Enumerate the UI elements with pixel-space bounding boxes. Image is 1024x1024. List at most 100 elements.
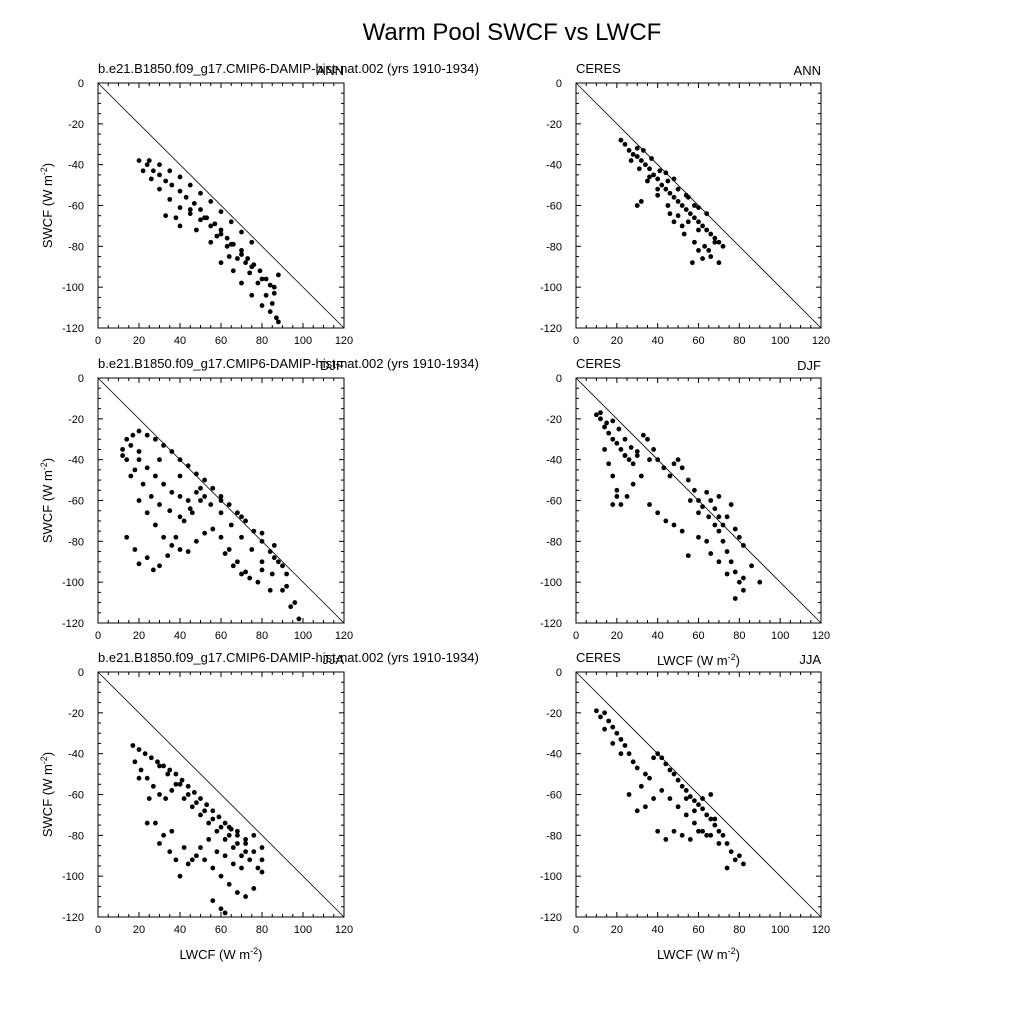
data-point (212, 221, 218, 227)
data-point (696, 227, 701, 233)
x-tick-label: 20 (611, 630, 623, 642)
y-tick-label: -100 (62, 577, 84, 589)
data-point (142, 751, 148, 757)
data-point (259, 559, 265, 565)
data-point (757, 579, 763, 585)
data-point (136, 747, 142, 752)
data-point (146, 796, 152, 801)
data-point (665, 178, 671, 184)
data-point (280, 587, 285, 593)
data-point (602, 424, 607, 430)
data-point (604, 420, 610, 426)
data-point (218, 494, 224, 499)
data-point (235, 832, 240, 838)
data-point (230, 845, 236, 850)
data-point (692, 203, 697, 208)
data-point (144, 510, 150, 516)
scatter-panel-1: 0 20 40 60 80 100 120 0 -20 -40 -60 -80 -100 -120 b.e2… (39, 61, 479, 347)
data-point (157, 563, 162, 569)
data-point (222, 837, 228, 842)
x-tick-label: 40 (652, 335, 664, 347)
data-point (271, 290, 277, 296)
data-point (132, 467, 138, 473)
data-point (235, 256, 240, 261)
data-point (716, 841, 722, 846)
data-point (177, 188, 183, 194)
y-tick-label: 0 (556, 373, 562, 385)
y-tick-label: -80 (546, 830, 562, 842)
y-tick-label: -120 (540, 912, 562, 924)
y-tick-label: -60 (68, 496, 84, 508)
data-point (675, 186, 681, 192)
data-point (163, 213, 169, 219)
data-point (732, 857, 738, 863)
data-point (218, 534, 224, 540)
data-point (696, 498, 701, 503)
data-point (235, 841, 240, 846)
data-point (161, 832, 167, 838)
data-point (194, 471, 199, 477)
data-point (226, 881, 232, 887)
y-tick-label: -120 (62, 618, 84, 630)
data-point (716, 828, 722, 834)
data-point (708, 832, 714, 838)
x-tick-label: 20 (611, 335, 623, 347)
data-point (226, 824, 232, 830)
panel-left-label: CERES (576, 356, 621, 371)
data-point (671, 522, 677, 528)
data-point (645, 178, 650, 184)
data-point (692, 239, 697, 245)
data-point (647, 166, 652, 172)
data-point (157, 172, 162, 178)
data-point (708, 551, 714, 556)
panel-left-label: CERES (576, 650, 621, 665)
data-point (157, 186, 162, 192)
x-tick-label: 60 (215, 630, 227, 642)
data-point (224, 243, 230, 249)
data-point (675, 804, 681, 810)
data-point (169, 828, 175, 834)
data-point (173, 215, 179, 221)
data-point (202, 477, 208, 483)
x-tick-label: 60 (692, 630, 704, 642)
data-point (177, 174, 183, 180)
data-point (651, 447, 656, 452)
data-point (249, 264, 255, 270)
data-point (724, 514, 730, 520)
data-point (618, 137, 624, 143)
x-tick-label: 100 (771, 335, 789, 347)
data-point (651, 755, 656, 761)
data-point (144, 465, 150, 471)
data-point (259, 530, 265, 536)
data-point (598, 714, 603, 720)
data-point (655, 457, 661, 463)
data-point (622, 453, 628, 458)
data-point (696, 802, 701, 808)
reference-line (97, 82, 345, 329)
data-point (610, 724, 616, 730)
data-point (263, 292, 269, 298)
x-tick-label: 80 (733, 630, 745, 642)
data-point (655, 510, 661, 516)
data-point (663, 761, 669, 767)
data-point (191, 790, 197, 795)
data-point (626, 792, 632, 797)
panel-right-label: ANN (317, 63, 344, 78)
data-point (614, 440, 620, 446)
x-tick-label: 80 (733, 924, 745, 936)
data-point (708, 792, 714, 797)
data-point (606, 718, 612, 724)
data-point (712, 816, 718, 822)
data-point (150, 567, 156, 573)
x-tick-label: 100 (294, 924, 312, 936)
y-tick-label: -120 (540, 618, 562, 630)
data-point (226, 547, 232, 552)
data-point (144, 775, 150, 781)
panel-right-label: JJA (322, 652, 344, 667)
x-tick-label: 100 (294, 335, 312, 347)
scatter-panel-6: 0 20 40 60 80 100 120 0 -20 -40 -60 -80 -100 -120 CERE… (540, 650, 830, 962)
data-point (655, 186, 661, 192)
data-point (239, 280, 244, 286)
data-point (214, 233, 220, 239)
data-point (259, 538, 265, 544)
